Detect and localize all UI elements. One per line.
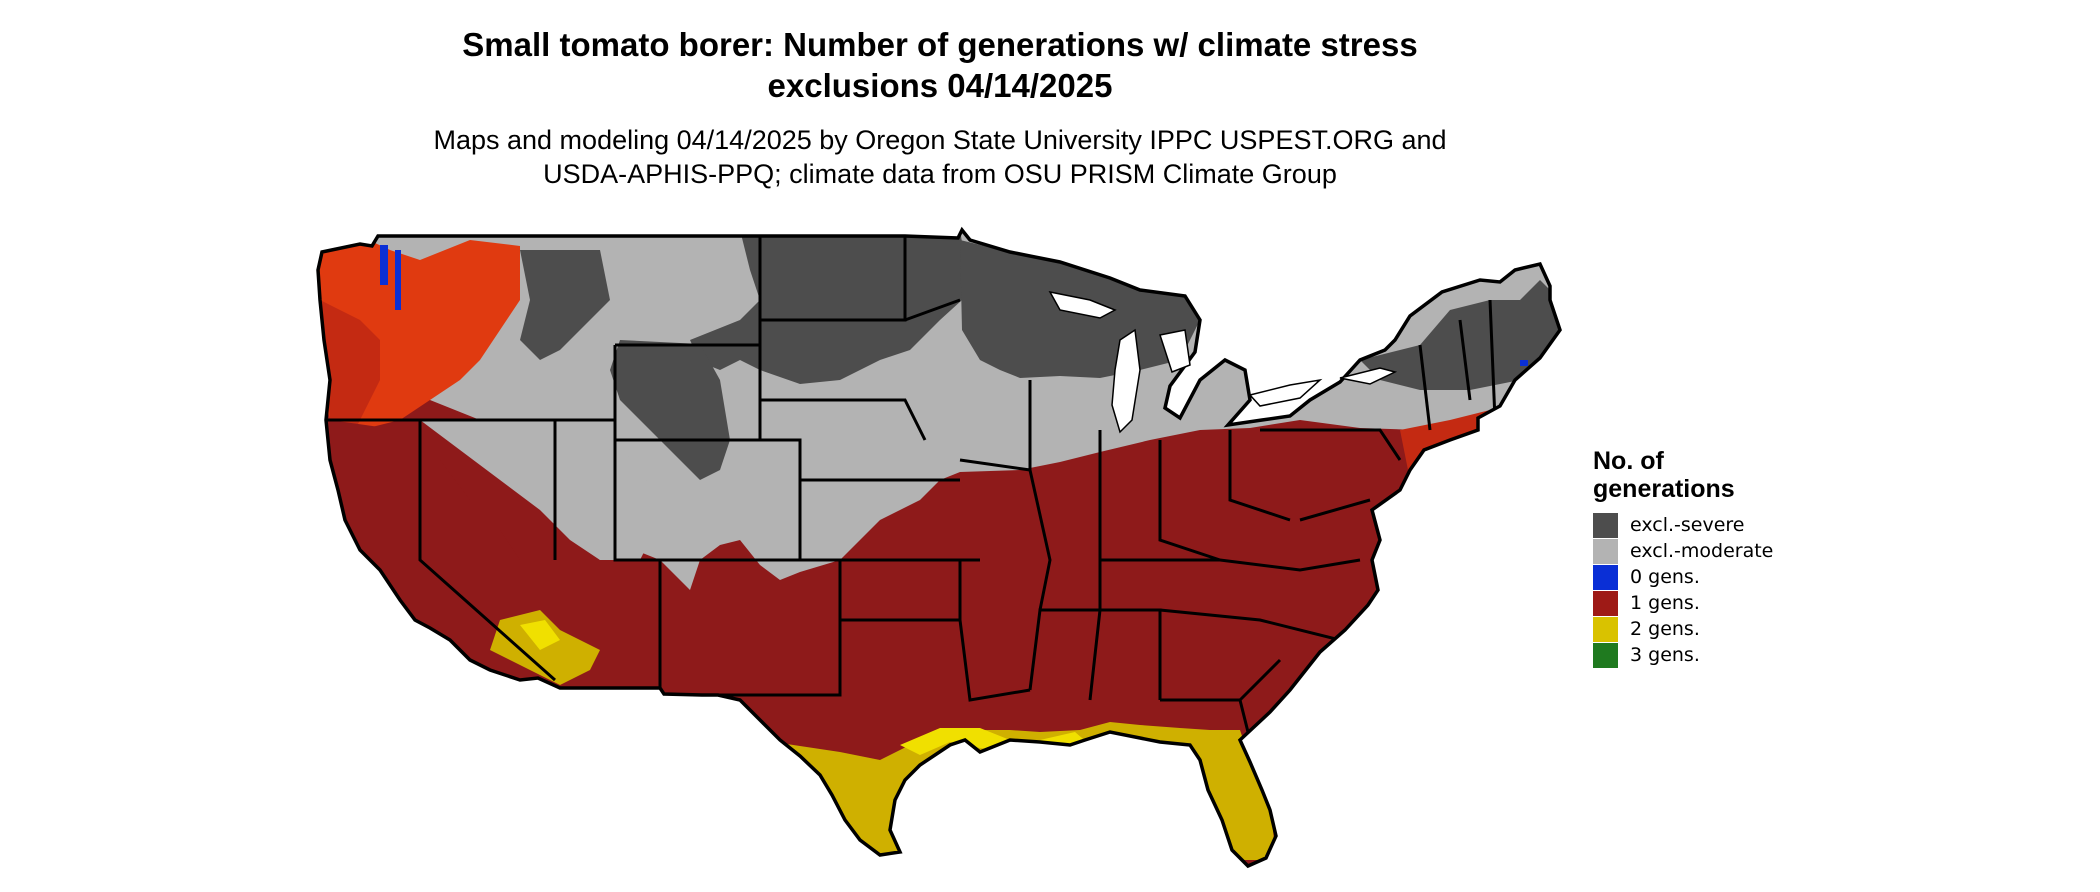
legend-item-2-gens: 2 gens. [1593, 616, 1813, 642]
legend-swatch-3-gens [1593, 642, 1618, 668]
map-subtitle: Maps and modeling 04/14/2025 by Oregon S… [0, 123, 1880, 191]
legend-title-line-2: generations [1593, 475, 1735, 503]
legend-label-2-gens: 2 gens. [1630, 618, 1700, 640]
legend-title: No. of generations [1593, 447, 1813, 503]
legend-items: excl.-severe excl.-moderate 0 gens. 1 ge… [1593, 512, 1813, 668]
legend: No. of generations excl.-severe excl.-mo… [1593, 447, 1813, 668]
legend-item-3-gens: 3 gens. [1593, 642, 1813, 668]
legend-swatch-0-gens [1593, 564, 1618, 590]
legend-label-1-gens: 1 gens. [1630, 592, 1700, 614]
legend-label-3-gens: 3 gens. [1630, 644, 1700, 666]
legend-label-excl-moderate: excl.-moderate [1630, 540, 1774, 562]
map-subtitle-line-2: USDA-APHIS-PPQ; climate data from OSU PR… [543, 159, 1337, 189]
legend-item-excl-severe: excl.-severe [1593, 512, 1813, 538]
legend-swatch-1-gens [1593, 590, 1618, 616]
legend-swatch-excl-moderate [1593, 538, 1618, 564]
map-title-line-2: exclusions 04/14/2025 [767, 67, 1113, 104]
legend-item-0-gens: 0 gens. [1593, 564, 1813, 590]
map-title: Small tomato borer: Number of generation… [0, 24, 1880, 106]
legend-label-excl-severe: excl.-severe [1630, 514, 1745, 536]
legend-swatch-2-gens [1593, 616, 1618, 642]
map-title-line-1: Small tomato borer: Number of generation… [462, 26, 1418, 63]
legend-swatch-excl-severe [1593, 512, 1618, 538]
map-subtitle-line-1: Maps and modeling 04/14/2025 by Oregon S… [433, 125, 1447, 155]
legend-item-excl-moderate: excl.-moderate [1593, 538, 1813, 564]
legend-title-line-1: No. of [1593, 447, 1664, 475]
legend-label-0-gens: 0 gens. [1630, 566, 1700, 588]
legend-item-1-gens: 1 gens. [1593, 590, 1813, 616]
